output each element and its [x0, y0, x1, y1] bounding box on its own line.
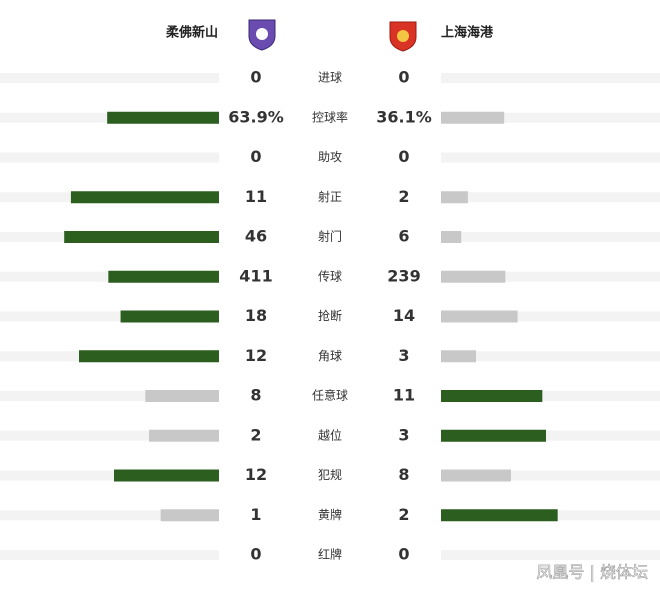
category-label: 越位	[318, 427, 342, 442]
track	[0, 152, 219, 163]
away-value: 6	[398, 227, 409, 246]
bar	[70, 191, 219, 204]
bar	[79, 350, 219, 363]
away-value: 11	[393, 386, 415, 405]
home-value: 411	[239, 266, 272, 285]
bar	[441, 390, 543, 402]
bar	[441, 469, 511, 482]
track	[0, 470, 219, 481]
home-value: 0	[250, 147, 261, 166]
away-value: 2	[398, 505, 409, 524]
bar	[441, 231, 462, 243]
track	[441, 391, 660, 401]
category-label: 黄牌	[318, 508, 342, 522]
away-value: 239	[387, 266, 420, 285]
bar	[114, 469, 219, 482]
away-logo	[389, 21, 417, 52]
home-logo	[248, 19, 276, 51]
track	[0, 550, 219, 560]
category-label: 传球	[318, 268, 342, 283]
bar	[160, 509, 219, 522]
away-value: 14	[393, 306, 415, 325]
track	[441, 192, 660, 203]
home-team: 柔佛新山	[165, 25, 218, 41]
bar	[441, 191, 468, 204]
bar	[149, 429, 219, 442]
home-value: 1	[250, 505, 261, 524]
home-value: 0	[250, 68, 261, 87]
track	[441, 271, 660, 282]
track	[441, 152, 660, 163]
bar	[441, 509, 558, 522]
away-value: 3	[398, 425, 409, 444]
category-label: 红牌	[318, 547, 342, 562]
track	[0, 311, 219, 322]
track	[441, 470, 660, 481]
bar	[441, 270, 506, 283]
track	[441, 430, 660, 441]
home-value: 2	[250, 425, 261, 444]
track	[441, 351, 660, 362]
category-label: 控球率	[312, 109, 348, 124]
watermark: 凤凰号 | 烧体坛	[536, 563, 648, 582]
bar	[64, 231, 219, 243]
track	[0, 73, 219, 83]
away-value: 2	[398, 187, 409, 206]
away-value: 0	[398, 147, 409, 166]
home-value: 46	[245, 227, 267, 246]
away-team: 上海海港	[441, 25, 494, 41]
away-value: 3	[398, 346, 409, 365]
track	[441, 232, 660, 242]
category-label: 抢断	[318, 308, 342, 323]
home-value: 63.9%	[228, 107, 284, 126]
home-value: 18	[245, 306, 267, 325]
bar	[441, 111, 505, 124]
track	[0, 510, 219, 521]
category-label: 射正	[318, 189, 342, 204]
category-label: 犯规	[318, 467, 342, 482]
bar	[441, 310, 518, 323]
home-value: 0	[250, 545, 261, 564]
bar	[120, 310, 219, 323]
category-label: 任意球	[312, 388, 348, 403]
track	[0, 430, 219, 441]
track	[441, 550, 660, 560]
away-value: 0	[398, 545, 409, 564]
home-value: 11	[245, 187, 267, 206]
home-value: 8	[250, 386, 261, 405]
track	[0, 391, 219, 401]
away-value: 8	[398, 465, 409, 484]
track	[441, 73, 660, 83]
bar	[441, 429, 546, 442]
category-label: 助攻	[318, 150, 342, 164]
category-label: 进球	[318, 71, 342, 85]
bar	[107, 111, 219, 124]
bar	[108, 270, 219, 283]
category-label: 射门	[318, 229, 342, 244]
away-value: 36.1%	[376, 107, 432, 126]
bar	[441, 350, 476, 363]
home-value: 12	[245, 346, 267, 365]
track	[441, 311, 660, 322]
track	[441, 112, 660, 123]
home-value: 12	[245, 465, 267, 484]
away-value: 0	[398, 68, 409, 87]
category-label: 角球	[318, 349, 342, 363]
bar	[145, 390, 219, 402]
